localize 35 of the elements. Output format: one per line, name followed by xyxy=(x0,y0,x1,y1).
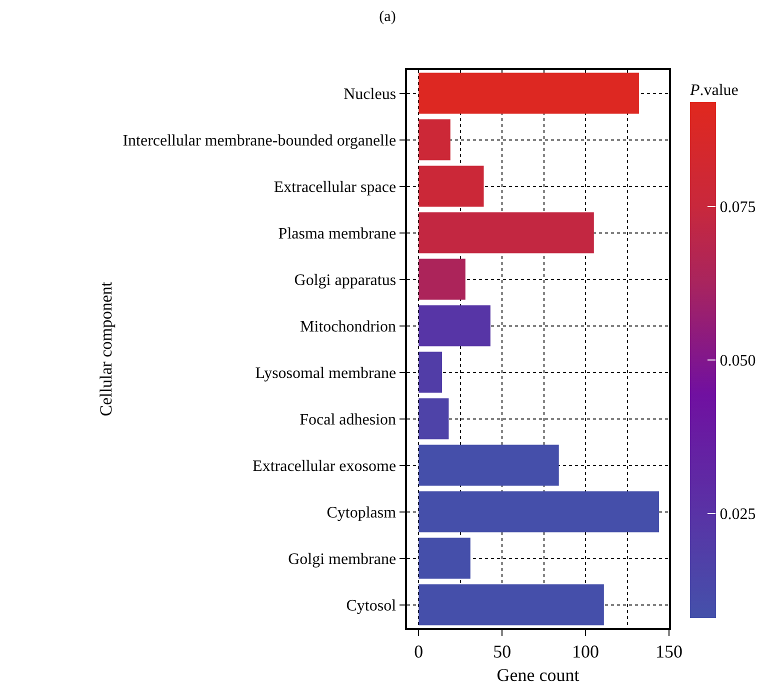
bar xyxy=(418,444,559,486)
color-bar-label: 0.050 xyxy=(720,352,756,370)
y-tick-label: Mitochondrion xyxy=(300,318,396,336)
y-tick-label: Nucleus xyxy=(344,86,396,103)
color-bar-label: 0.075 xyxy=(720,199,756,216)
bar xyxy=(418,119,450,160)
bar xyxy=(418,72,639,114)
x-axis-title: Gene count xyxy=(496,664,580,685)
color-bar-title: P.value xyxy=(688,82,738,99)
y-tick-label: Plasma membrane xyxy=(278,225,396,242)
chart-title: (a) xyxy=(379,8,396,25)
bar xyxy=(418,491,659,532)
y-tick-label: Golgi membrane xyxy=(288,550,396,568)
y-tick-label: Lysosomal membrane xyxy=(255,364,396,382)
bar xyxy=(418,258,466,300)
color-bar-label: 0.025 xyxy=(720,506,756,524)
x-tick-label: 100 xyxy=(572,641,600,662)
y-tick-label: Focal adhesion xyxy=(300,411,396,428)
bar xyxy=(418,212,594,254)
y-tick-label: Cytoplasm xyxy=(326,504,397,522)
x-tick-label: 0 xyxy=(414,641,424,662)
bar xyxy=(418,305,490,346)
bar xyxy=(418,538,470,579)
bar xyxy=(418,398,449,440)
y-tick-label: Cytosol xyxy=(346,597,397,614)
y-tick-label: Intercellular membrane-bounded organelle xyxy=(122,132,396,150)
bar xyxy=(418,584,604,626)
x-tick-label: 50 xyxy=(493,641,512,662)
y-tick-label: Golgi apparatus xyxy=(294,272,396,289)
y-axis-title: Cellular component xyxy=(96,281,116,416)
bar xyxy=(418,166,484,207)
x-tick-label: 150 xyxy=(656,641,682,662)
y-tick-label: Extracellular space xyxy=(274,178,396,196)
bar xyxy=(418,352,442,393)
y-tick-label: Extracellular exosome xyxy=(252,458,396,475)
